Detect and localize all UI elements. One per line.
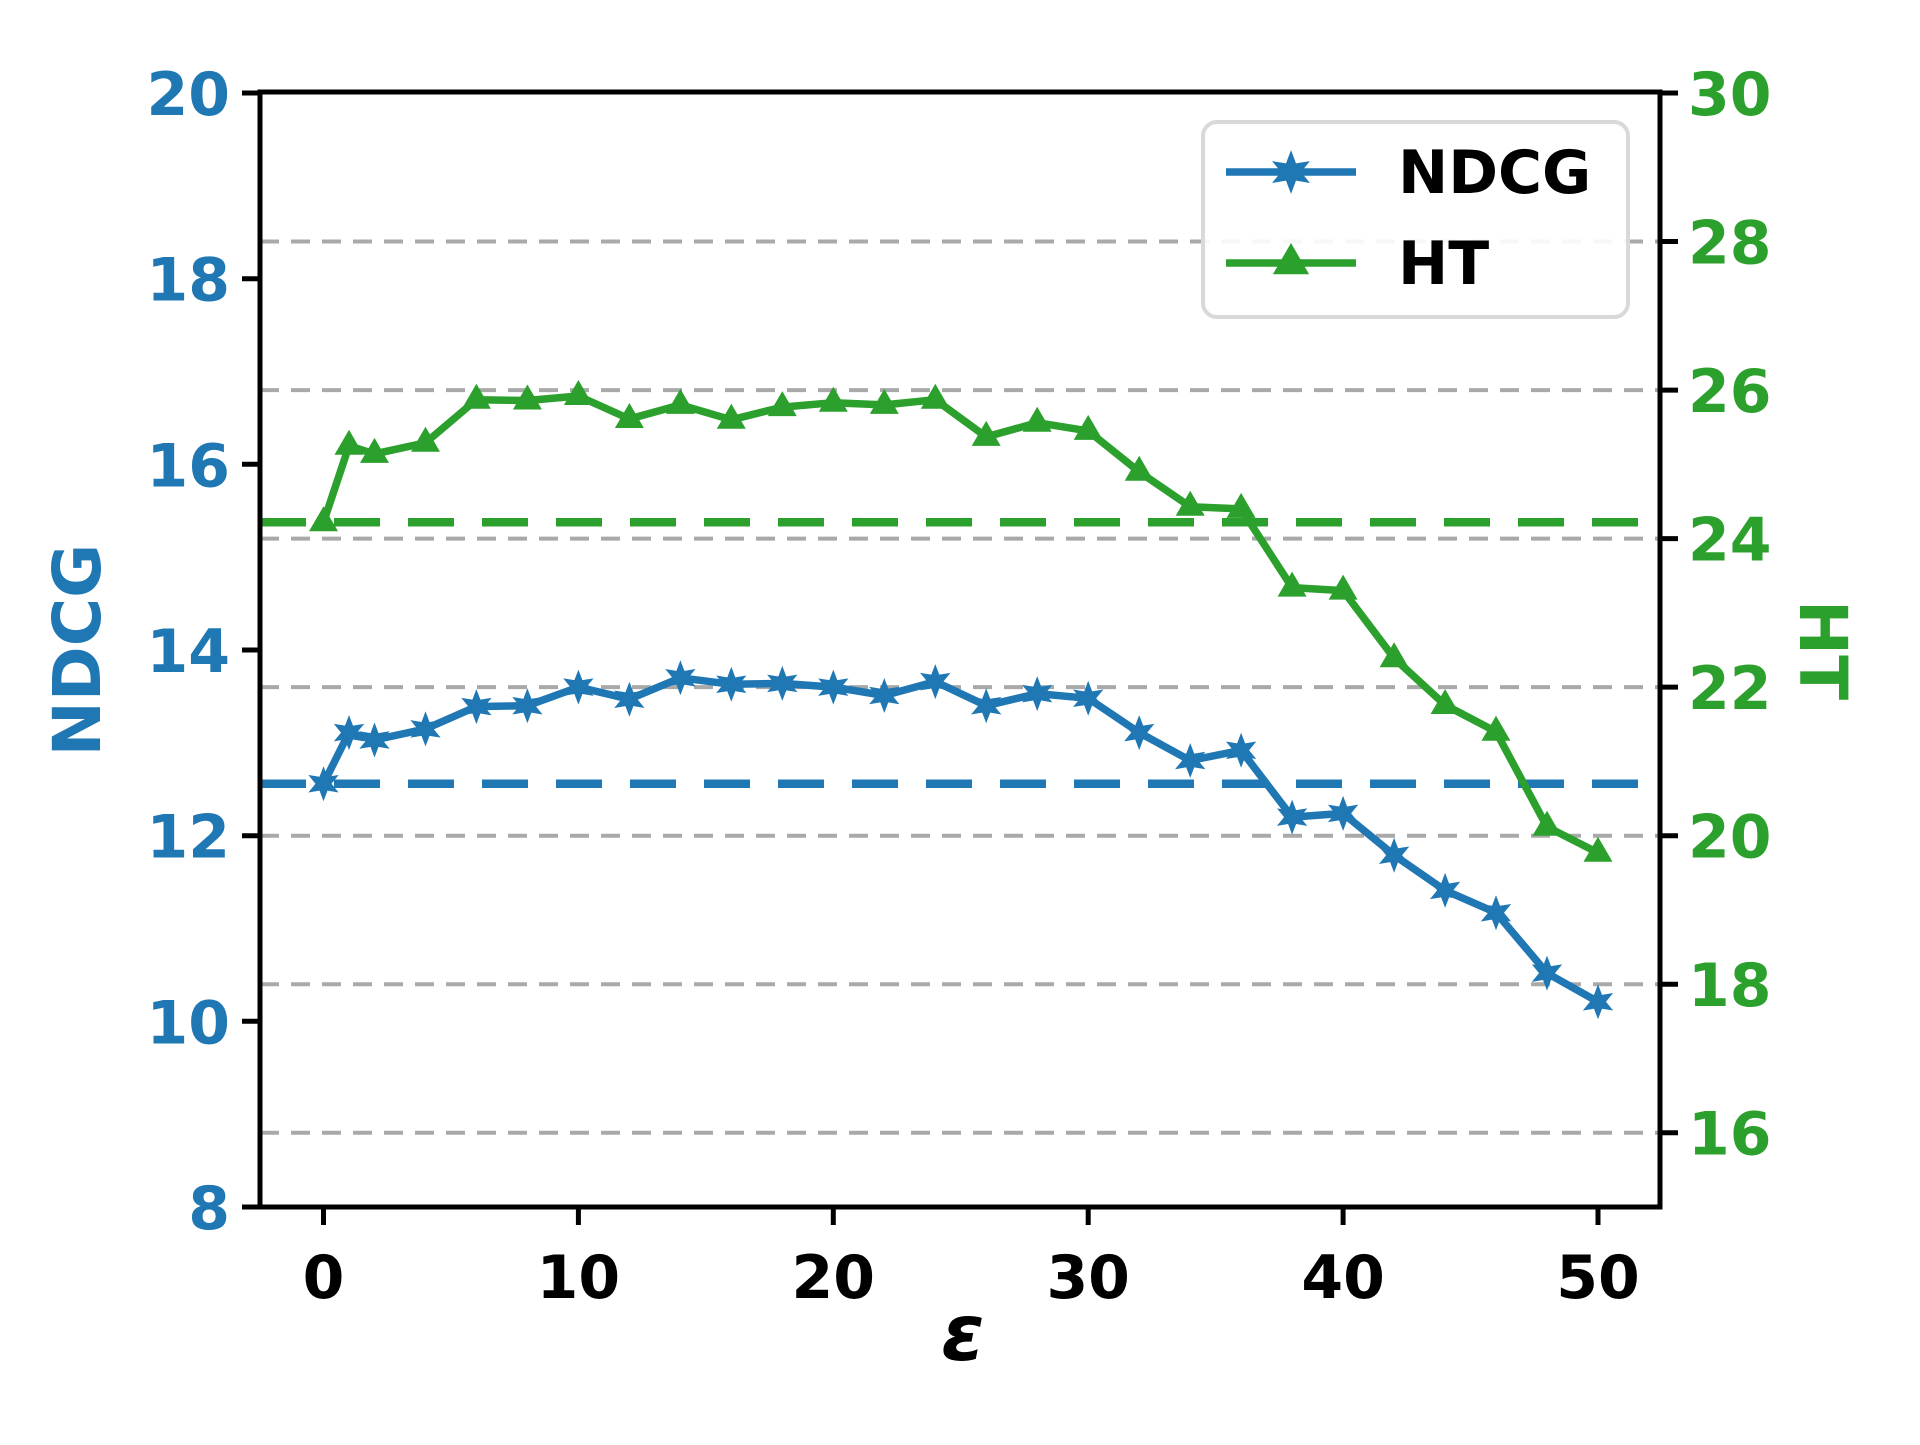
star-marker-ndcg [1225, 732, 1257, 768]
left-y-tick-label: 18 [147, 246, 231, 316]
legend-triangle-marker [1272, 243, 1310, 275]
triangle-marker-ht [614, 403, 644, 428]
right-y-tick-label: 28 [1688, 209, 1772, 279]
star-marker-ndcg [1073, 680, 1104, 716]
triangle-marker-ht [1328, 574, 1358, 600]
star-marker-ndcg [971, 688, 1002, 724]
star-marker-ndcg [1175, 743, 1206, 778]
triangle-marker-ht [1430, 689, 1460, 714]
triangle-marker-ht [334, 429, 364, 455]
triangle-marker-ht [411, 426, 440, 452]
right-y-tick-label: 24 [1688, 506, 1772, 576]
star-marker-ndcg [333, 715, 365, 751]
star-marker-ndcg [614, 681, 645, 717]
x-tick-label: 10 [537, 1243, 621, 1313]
left-y-tick-label: 12 [147, 803, 231, 873]
x-tick-label: 20 [792, 1243, 876, 1313]
star-marker-ndcg [1480, 895, 1512, 931]
star-marker-ndcg [1582, 984, 1614, 1020]
star-marker-ndcg [1022, 676, 1053, 712]
triangle-marker-ht [512, 384, 542, 410]
legend: NDCG HT [1201, 120, 1630, 319]
left-y-tick-label: 10 [147, 988, 231, 1058]
left-y-tick-label: 20 [147, 60, 231, 130]
triangle-marker-ht [716, 403, 746, 429]
triangle-marker-ht [309, 506, 338, 532]
star-marker-ndcg [308, 766, 339, 802]
triangle-marker-ht [665, 388, 695, 414]
star-marker-ndcg [767, 665, 798, 701]
legend-rows: NDCG HT [1226, 138, 1591, 299]
triangle-marker-ht [1583, 836, 1613, 862]
triangle-marker-ht [360, 437, 389, 463]
triangle-marker-ht [1379, 642, 1409, 668]
star-marker-ndcg [1124, 715, 1155, 751]
triangle-marker-ht [1226, 492, 1256, 518]
gridline-layer [260, 239, 1660, 1135]
right-axis-label: HT [1784, 600, 1861, 700]
triangle-marker-ht [1073, 414, 1103, 440]
triangle-marker-ht [971, 420, 1001, 446]
triangle-marker-ht [563, 380, 593, 405]
star-marker-ndcg [410, 711, 441, 747]
tick-layer: 0 10 20 30 40 50 8 10 12 14 16 18 20 16 18 20 22 24 26 28 30 [147, 60, 1772, 1313]
right-y-tick-label: 30 [1688, 60, 1772, 130]
right-y-tick-label: 26 [1688, 357, 1772, 427]
star-marker-ndcg [920, 664, 951, 700]
star-marker-ndcg [461, 689, 492, 725]
left-y-tick-label: 14 [147, 617, 231, 687]
star-marker-ndcg [1531, 955, 1563, 991]
triangle-marker-ht [920, 383, 950, 409]
legend-label-ndcg: NDCG [1398, 138, 1591, 208]
right-y-tick-label: 20 [1688, 803, 1772, 873]
x-axis-label: ε [941, 1289, 984, 1379]
star-marker-ndcg [563, 669, 594, 705]
star-marker-ndcg [869, 678, 900, 713]
legend-star-marker [1272, 150, 1310, 194]
triangle-marker-ht [1277, 571, 1307, 597]
triangle-marker-ht [818, 386, 848, 412]
star-marker-ndcg [818, 669, 849, 705]
x-tick-label: 0 [303, 1243, 345, 1313]
star-marker-ndcg [1378, 837, 1410, 873]
star-marker-ndcg [1429, 872, 1461, 908]
left-y-tick-label: 16 [147, 431, 231, 501]
triangle-marker-ht [767, 391, 797, 417]
x-tick-label: 40 [1301, 1243, 1385, 1313]
x-tick-label: 30 [1046, 1243, 1130, 1313]
triangle-marker-ht [1481, 715, 1511, 741]
triangle-marker-ht [1022, 406, 1052, 432]
triangle-marker-ht [461, 383, 491, 409]
baseline-layer [260, 518, 1660, 788]
right-y-tick-label: 22 [1688, 654, 1772, 724]
left-axis-label: NDCG [39, 544, 116, 757]
triangle-marker-ht [869, 388, 899, 414]
star-marker-ndcg [665, 660, 696, 696]
star-marker-ndcg [716, 666, 747, 702]
right-y-tick-label: 16 [1688, 1100, 1772, 1170]
legend-label-ht: HT [1398, 229, 1489, 299]
star-marker-ndcg [1276, 799, 1308, 835]
series-line-ndcg [319, 674, 1602, 1006]
triangle-marker-ht [1175, 490, 1205, 516]
star-marker-ndcg [359, 722, 390, 758]
left-y-tick-label: 8 [188, 1174, 230, 1244]
triangle-marker-ht [1532, 810, 1562, 836]
star-marker-ndcg [512, 688, 543, 724]
triangle-marker-ht [1124, 455, 1154, 481]
series-layer [308, 380, 1614, 1020]
star-marker-ndcg [1327, 795, 1359, 831]
x-tick-label: 50 [1556, 1243, 1640, 1313]
right-y-tick-label: 18 [1688, 951, 1772, 1021]
